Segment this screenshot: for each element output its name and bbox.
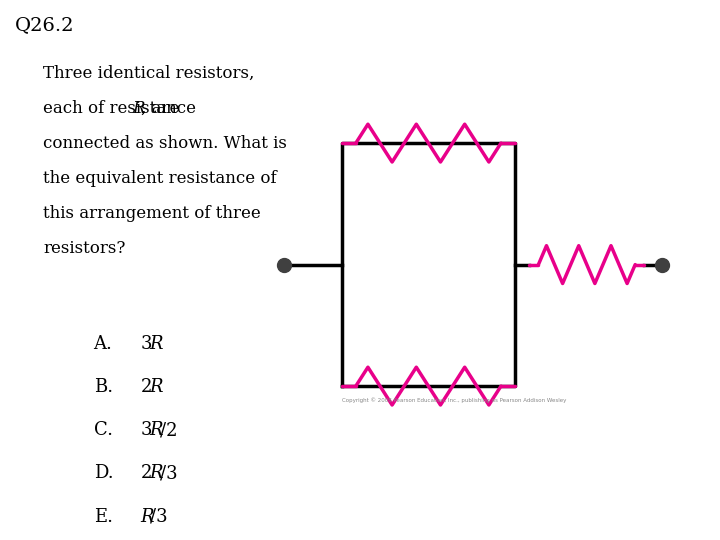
Text: connected as shown. What is: connected as shown. What is xyxy=(43,135,287,152)
Text: the equivalent resistance of: the equivalent resistance of xyxy=(43,170,276,187)
Text: /3: /3 xyxy=(150,508,168,525)
Text: each of resistance: each of resistance xyxy=(43,100,202,117)
Text: Copyright © 2008 Pearson Education, Inc., publishing as Pearson Addison Wesley: Copyright © 2008 Pearson Education, Inc.… xyxy=(342,397,567,402)
Text: 3: 3 xyxy=(140,335,152,353)
Text: R: R xyxy=(150,464,163,482)
Text: B.: B. xyxy=(94,378,113,396)
Text: Three identical resistors,: Three identical resistors, xyxy=(43,65,255,82)
Text: /3: /3 xyxy=(160,464,177,482)
Text: R: R xyxy=(150,421,163,439)
Text: D.: D. xyxy=(94,464,113,482)
Text: A.: A. xyxy=(94,335,112,353)
Text: C.: C. xyxy=(94,421,112,439)
Text: Q26.2: Q26.2 xyxy=(14,16,74,34)
Text: R: R xyxy=(140,508,154,525)
Text: resistors?: resistors? xyxy=(43,240,125,257)
Text: 3: 3 xyxy=(140,421,152,439)
Text: E.: E. xyxy=(94,508,112,525)
Text: R: R xyxy=(150,335,163,353)
Text: 2: 2 xyxy=(140,464,152,482)
Text: this arrangement of three: this arrangement of three xyxy=(43,205,261,222)
Text: R: R xyxy=(150,378,163,396)
Text: R: R xyxy=(132,100,145,117)
Text: 2: 2 xyxy=(140,378,152,396)
Text: , are: , are xyxy=(141,100,179,117)
Text: /2: /2 xyxy=(160,421,177,439)
